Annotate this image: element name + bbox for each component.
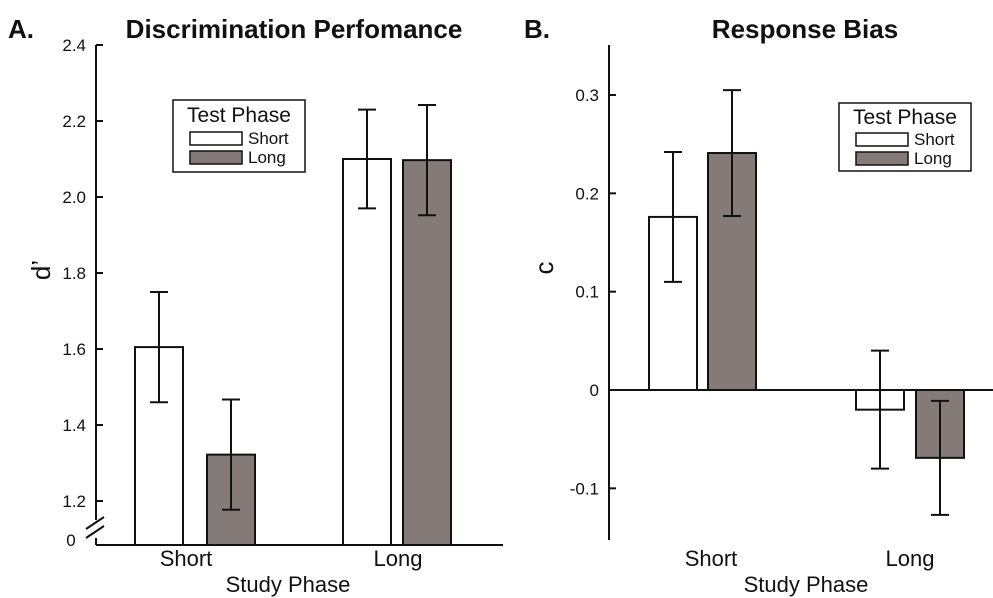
- panel-b-error-bar-long-short: [871, 349, 889, 470]
- panel-a-legend-swatch-long: [189, 150, 243, 165]
- panel-a-y-tick-label: 2.0: [62, 188, 86, 207]
- panel-b-x-axis-label: Study Phase: [744, 572, 869, 597]
- panel-a-axis-break-mark: [85, 525, 105, 539]
- panel-a-bars: [134, 104, 452, 547]
- panel-a-axis-break-label: 0: [66, 531, 75, 550]
- panel-a-y-ticks: 1.2 1.4 1.6 1.8 2.0 2.2 2.4: [62, 36, 103, 511]
- panel-a-bar-long-short: [342, 158, 392, 546]
- panel-b-letter: B.: [524, 14, 550, 44]
- panel-b-legend-swatch-long: [855, 151, 909, 166]
- panel-b-title: Response Bias: [712, 14, 898, 44]
- panel-a-y-axis-label: d’: [26, 260, 56, 280]
- panel-a-x-axis-label: Study Phase: [226, 572, 351, 597]
- panel-b-y-tick-label: 0.1: [575, 283, 599, 302]
- panel-a-y-tick-label: 2.4: [62, 36, 86, 55]
- panel-b-legend-label-short: Short: [914, 130, 955, 149]
- panel-b-y-tick-label: 0.3: [575, 86, 599, 105]
- panel-b-y-ticks: -0.1 0 0.1 0.2 0.3: [570, 86, 616, 498]
- panel-a-legend-swatch-short: [189, 131, 243, 146]
- panel-b-category-long: Long: [886, 546, 935, 571]
- panel-b-y-tick-label: -0.1: [570, 479, 599, 498]
- panel-a-error-bar-long-short: [358, 108, 376, 210]
- panel-a-error-bar-long-long: [418, 104, 436, 217]
- panel-a-bar-long-long: [402, 159, 452, 546]
- panel-a-y-tick-label: 1.6: [62, 340, 86, 359]
- panel-a-letter: A.: [8, 14, 34, 44]
- panel-b-error-bar-long-long: [931, 399, 949, 516]
- panel-b-error-bar-short-long: [723, 89, 741, 217]
- panel-a-error-bar-short-long: [222, 398, 240, 511]
- panel-a-legend-label-long: Long: [248, 148, 286, 167]
- panel-b-legend-title: Test Phase: [853, 106, 957, 129]
- panel-b-legend-swatch-short: [855, 132, 909, 147]
- panel-a-y-tick-label: 1.4: [62, 416, 86, 435]
- panel-a-axis-break-mark: [85, 516, 105, 530]
- panel-a-legend-title: Test Phase: [187, 104, 291, 127]
- panel-b-error-bar-short-short: [664, 151, 682, 283]
- panel-b-bars: [648, 89, 965, 516]
- panel-a: A. Discrimination Perfomance 0 1.2 1.4 1.6…: [8, 14, 503, 597]
- panel-a-category-long: Long: [374, 546, 423, 571]
- panel-a-legend-label-short: Short: [248, 129, 289, 148]
- panel-b: B. Response Bias -0.1 0 0.1 0.2 0.3 Short Lo…: [524, 14, 993, 597]
- panel-b-legend-label-long: Long: [914, 149, 952, 168]
- panel-a-legend: Test Phase Short Long: [172, 99, 306, 173]
- panel-a-title: Discrimination Perfomance: [126, 14, 463, 44]
- panel-b-y-tick-label: 0.2: [575, 184, 599, 203]
- panel-b-y-axis-label: c: [529, 262, 559, 275]
- panel-a-y-tick-label: 2.2: [62, 112, 86, 131]
- panel-a-category-short: Short: [160, 546, 213, 571]
- panel-a-error-bar-short-short: [150, 291, 168, 404]
- panel-b-category-short: Short: [685, 546, 738, 571]
- panel-b-legend: Test Phase Short Long: [838, 102, 972, 172]
- panel-a-y-tick-label: 1.2: [62, 492, 86, 511]
- panel-b-y-tick-label: 0: [590, 381, 599, 400]
- panel-a-y-tick-label: 1.8: [62, 264, 86, 283]
